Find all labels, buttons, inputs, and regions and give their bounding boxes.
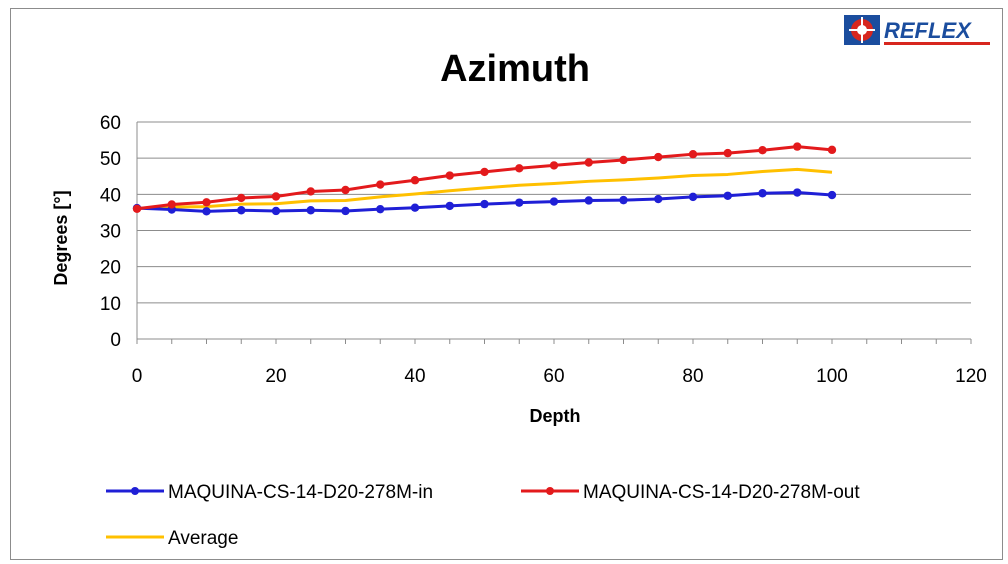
reflex-logo-emblem — [844, 15, 880, 45]
x-axis-title: Depth — [530, 406, 581, 426]
x-tick-label-5: 100 — [816, 366, 848, 387]
x-tick-label-3: 60 — [543, 366, 564, 387]
legend-marker-out — [546, 487, 554, 495]
x-tick-label-0: 0 — [132, 366, 143, 387]
series-0-point-17 — [723, 191, 732, 200]
series-0-point-13 — [584, 196, 593, 205]
y-tick-label-0: 0 — [110, 330, 121, 351]
chart-svg: Azimuth REFLEX 0 10 20 30 40 50 60 0 20 40 60 80 10… — [51, 15, 990, 549]
x-tick-label-2: 40 — [404, 366, 425, 387]
series-0-point-8 — [410, 203, 420, 212]
reflex-logo: REFLEX — [844, 15, 990, 45]
y-tick-labels: 0 10 20 30 40 50 60 — [100, 113, 121, 351]
gridlines — [137, 121, 971, 304]
series-0-point-14 — [619, 195, 628, 205]
legend-marker-in — [131, 487, 139, 495]
series-0-point-16 — [688, 192, 698, 202]
series-1-point-16 — [688, 149, 698, 159]
series-0-point-2 — [202, 207, 211, 216]
series-0-point-4 — [271, 206, 281, 216]
series-0-point-20 — [827, 190, 837, 200]
series-1-point-2 — [202, 198, 211, 207]
y-tick-label-1: 10 — [100, 294, 121, 315]
series-1-point-4 — [271, 192, 281, 201]
series-1-point-7 — [376, 180, 385, 189]
y-tick-label-4: 40 — [100, 185, 121, 206]
series-0-point-15 — [654, 194, 663, 204]
series-lines — [132, 142, 837, 216]
series-1-point-14 — [619, 155, 628, 165]
series-1-point-1 — [167, 200, 176, 209]
series-0-point-18 — [758, 189, 767, 198]
series-1-point-6 — [341, 185, 350, 195]
series-1-point-11 — [515, 164, 524, 173]
series-1-point-10 — [480, 167, 489, 177]
y-tick-label-2: 20 — [100, 258, 121, 279]
chart-frame: Azimuth REFLEX 0 10 20 30 40 50 60 0 20 40 60 80 10… — [10, 8, 1003, 560]
series-1-point-8 — [410, 176, 420, 185]
x-tick-labels: 0 20 40 60 80 100 120 — [132, 366, 987, 387]
reflex-logo-text: REFLEX — [884, 18, 972, 43]
series-1-point-17 — [723, 148, 732, 158]
series-0-point-9 — [445, 201, 454, 211]
series-0-point-6 — [341, 206, 350, 216]
series-0-point-7 — [376, 204, 385, 214]
reflex-logo-underline — [884, 42, 990, 45]
series-line-2 — [136, 167, 833, 210]
axes — [136, 122, 972, 344]
series-1-point-18 — [758, 146, 767, 155]
x-tick-label-6: 120 — [955, 366, 987, 387]
series-0-point-5 — [306, 206, 315, 215]
series-1-point-5 — [306, 187, 315, 196]
series-0-point-3 — [237, 206, 246, 215]
series-0-point-11 — [515, 198, 524, 207]
series-1-point-0 — [132, 204, 142, 213]
chart-title: Azimuth — [440, 48, 590, 90]
series-0-point-10 — [480, 199, 489, 209]
series-1-point-12 — [549, 161, 559, 170]
series-1-point-15 — [654, 152, 663, 162]
x-tick-label-1: 20 — [265, 366, 286, 387]
series-0-point-12 — [549, 197, 559, 206]
legend-label-in: MAQUINA-CS-14-D20-278M-in — [168, 482, 433, 503]
series-0-point-19 — [793, 188, 802, 197]
x-tick-label-4: 80 — [682, 366, 703, 387]
legend-item-in: MAQUINA-CS-14-D20-278M-in — [106, 482, 433, 503]
y-axis-title: Degrees [°] — [51, 190, 71, 285]
y-tick-label-6: 60 — [100, 113, 121, 134]
y-tick-label-3: 30 — [100, 222, 121, 243]
legend-item-out: MAQUINA-CS-14-D20-278M-out — [521, 482, 860, 503]
series-1-point-20 — [827, 145, 837, 155]
series-1-point-3 — [237, 193, 246, 203]
legend-item-average: Average — [106, 528, 238, 549]
legend: MAQUINA-CS-14-D20-278M-in MAQUINA-CS-14-… — [106, 482, 860, 549]
series-1-point-19 — [793, 142, 802, 151]
series-1-point-9 — [445, 171, 454, 180]
legend-label-average: Average — [168, 528, 238, 549]
y-tick-label-5: 50 — [100, 149, 121, 170]
series-1-point-13 — [584, 158, 593, 167]
legend-label-out: MAQUINA-CS-14-D20-278M-out — [583, 482, 860, 503]
